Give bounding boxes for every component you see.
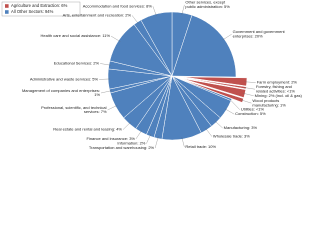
leader-line — [122, 122, 131, 130]
slice-label: Transportation and warehousing: 2% — [89, 145, 155, 150]
leader-line — [242, 93, 254, 96]
leader-line — [146, 134, 151, 144]
slice-label: Accommodation and food services: 8% — [83, 3, 153, 8]
legend-label: Agriculture and Extraction: 6% — [11, 3, 68, 8]
leader-line — [240, 99, 252, 104]
leader-line — [131, 15, 139, 24]
slice-label: Other services, except public administrat… — [185, 0, 230, 9]
slice-label: Wholesale trade: 3% — [213, 134, 250, 139]
pie-slice — [140, 11, 173, 77]
leader-line — [244, 87, 255, 90]
slice-label: Management of companies and enterprises:… — [22, 88, 100, 97]
slice-label: Forestry, fishing and related activities:… — [256, 84, 295, 93]
slice-label: Utilities: <1% — [241, 107, 265, 112]
leader-line — [100, 63, 111, 66]
leader-line — [229, 98, 240, 110]
leader-line — [205, 128, 213, 137]
leader-line — [135, 130, 142, 140]
leader-line — [222, 34, 232, 41]
leader-line — [244, 81, 256, 83]
slice-label: Professional, scientific, and technical s… — [41, 105, 107, 114]
slice-label: Health care and social assistance: 11% — [41, 33, 111, 38]
legend-label: All Other Sectors: 94% — [11, 9, 54, 14]
leader-line — [100, 90, 112, 94]
slice-label: Retail trade: 10% — [185, 144, 216, 149]
chart: Agriculture and Extraction: 6%All Other … — [1, 0, 303, 150]
leader-line — [181, 4, 185, 15]
leader-line — [154, 136, 159, 149]
slice-label: Finance and insurance: 3% — [87, 136, 136, 141]
leader-line — [110, 35, 121, 42]
legend-box — [1, 1, 81, 17]
slice-label: Construction: 5% — [235, 111, 266, 116]
slice-label: Mining: 2% (incl. oil & gas) — [255, 93, 303, 98]
slice-label: Manufacturing: 3% — [224, 125, 258, 130]
slice-label: Educational Services: 2% — [54, 61, 100, 66]
legend-swatch — [5, 4, 9, 8]
leader-line — [152, 6, 157, 17]
legend-swatch — [5, 10, 9, 14]
slice-label: Wood products manufacturing: 1% — [252, 98, 286, 107]
slice-label: Administrative and waste services: 5% — [30, 76, 99, 81]
slice-label: Arts, entertainment and recreation: 2% — [63, 12, 132, 17]
slice-label: Real estate and rental and leasing: 4% — [53, 127, 122, 132]
leader-line — [214, 120, 223, 129]
leader-line — [107, 105, 118, 111]
leader-line — [224, 108, 235, 115]
slice-label: Information: 2% — [117, 141, 145, 146]
leader-line — [181, 137, 185, 148]
slice-label: Farm employment: 2% — [257, 80, 298, 85]
slice-label: Government and government enterprises: 20… — [233, 29, 286, 38]
